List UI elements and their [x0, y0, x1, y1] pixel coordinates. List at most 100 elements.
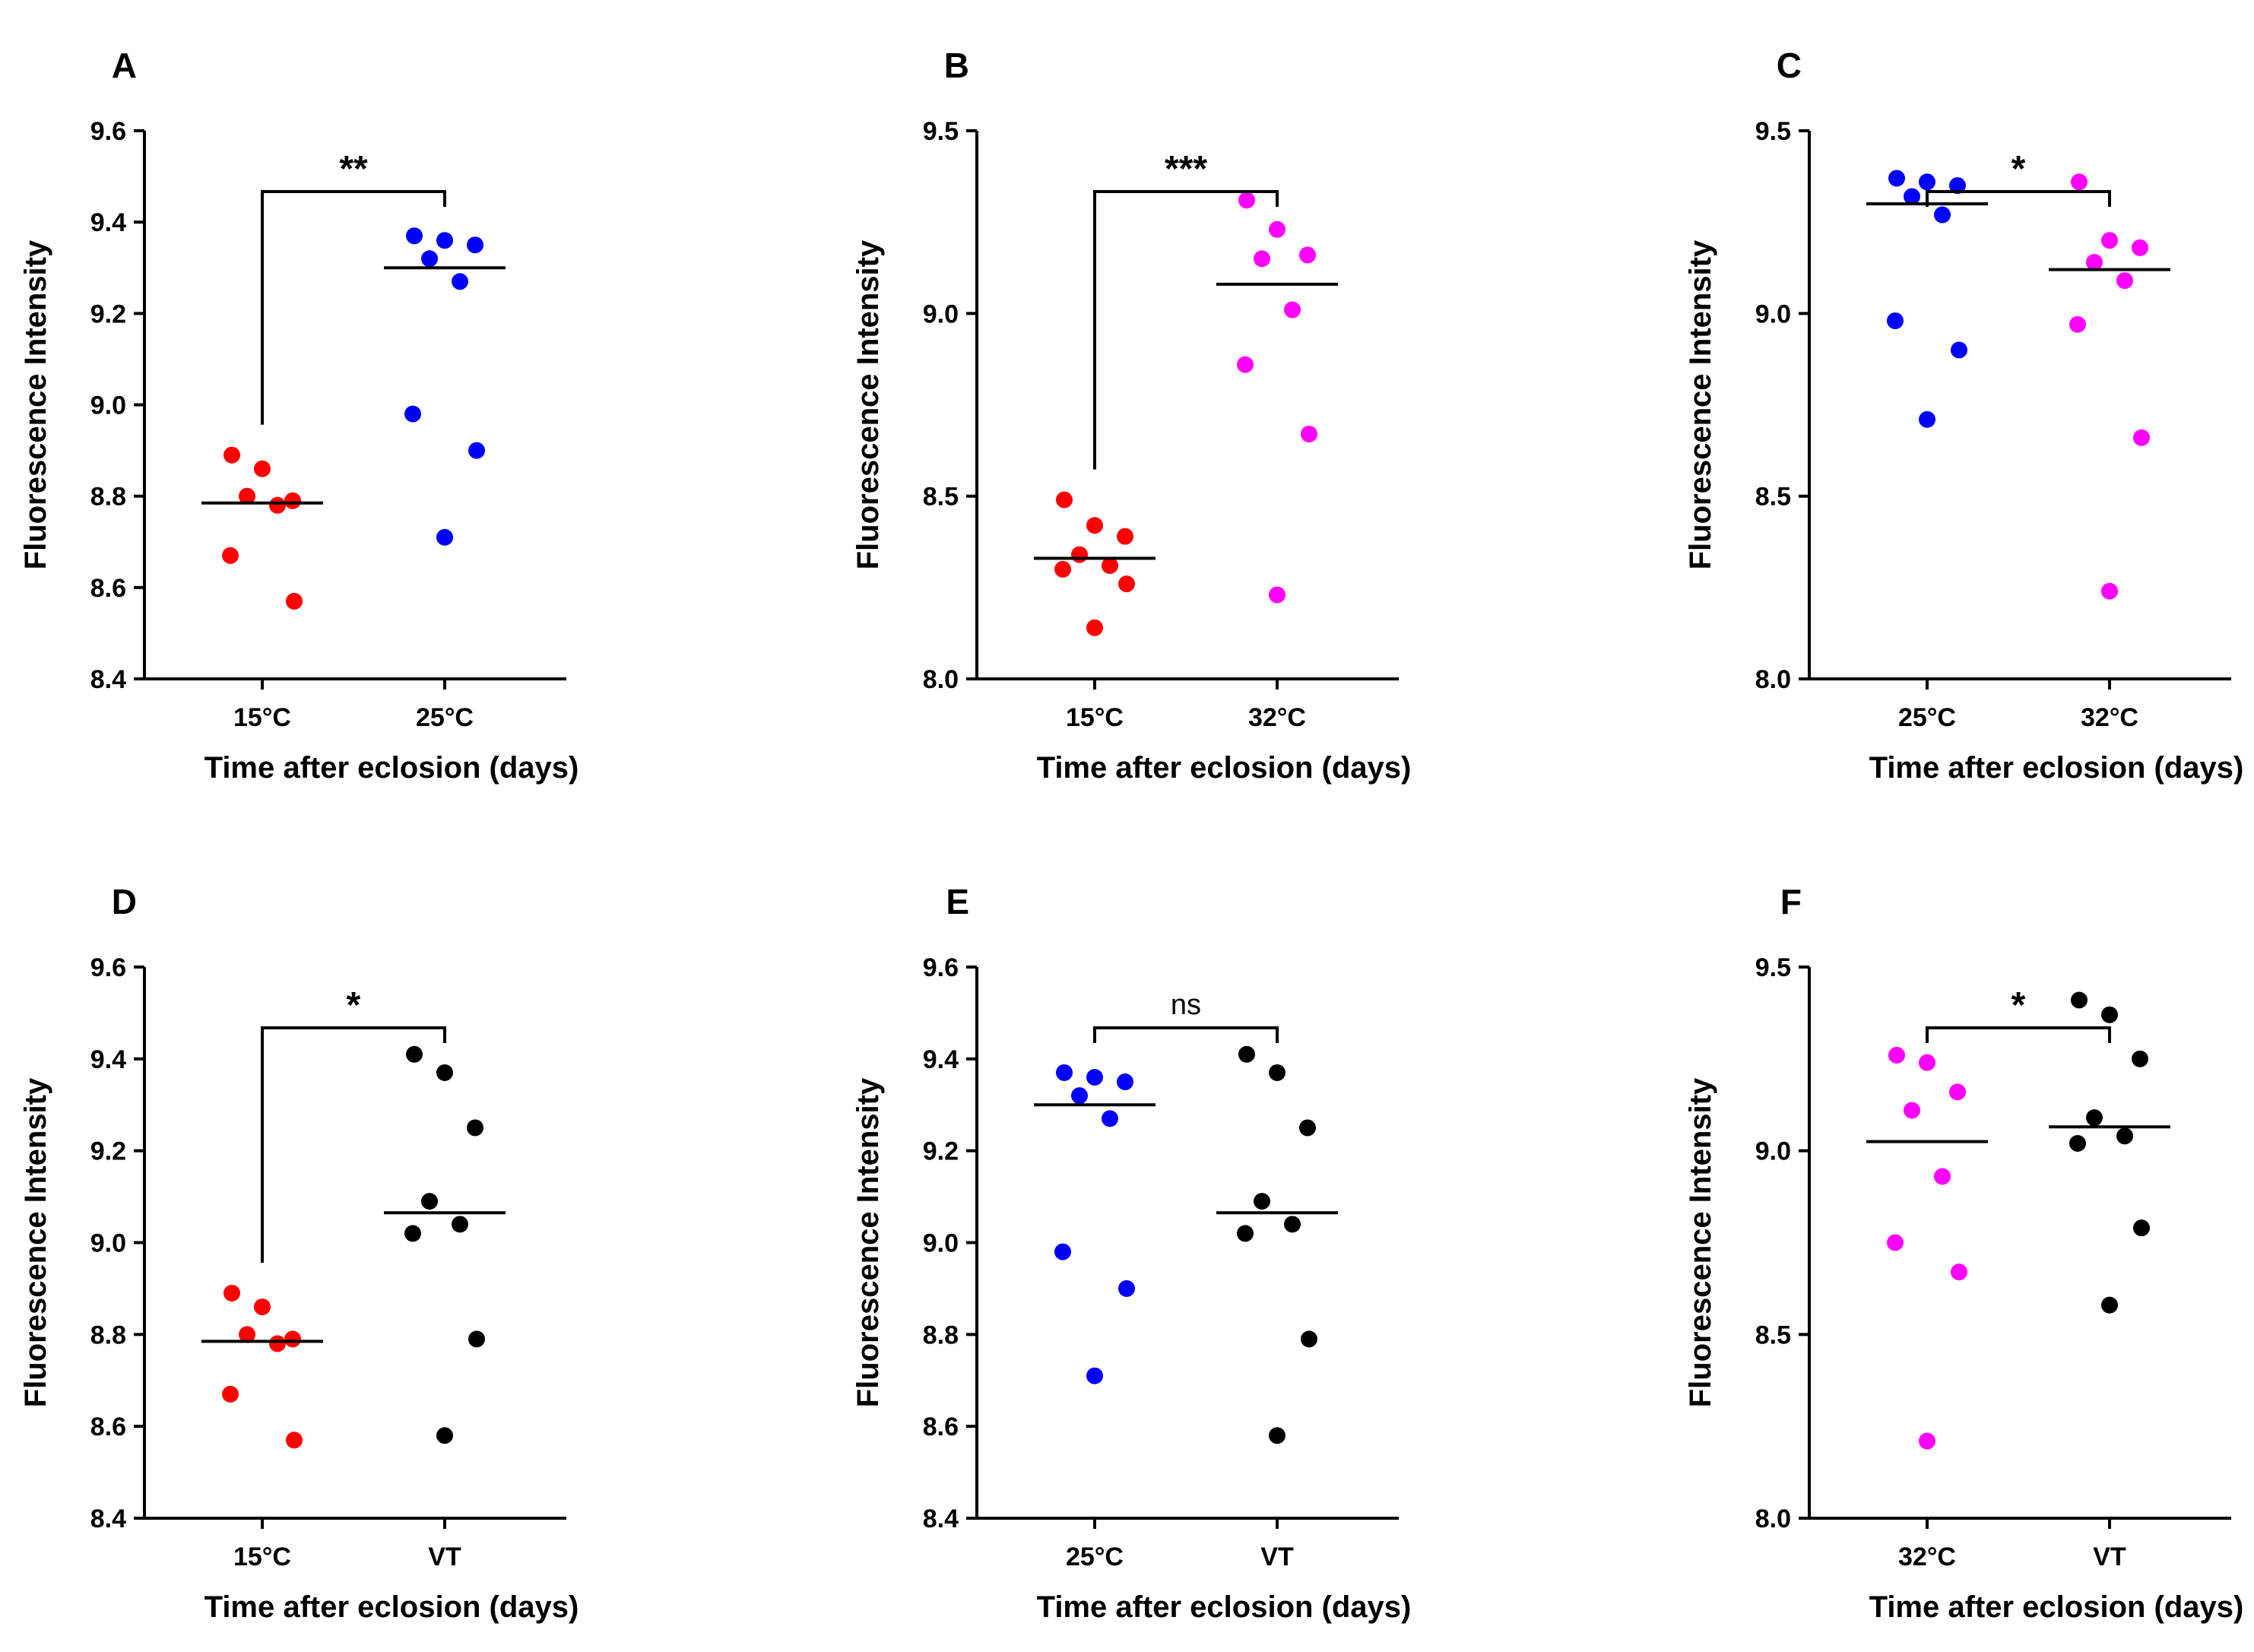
data-point: [2086, 254, 2103, 271]
significance-bracket: [1926, 1026, 2111, 1043]
data-point: [2071, 991, 2088, 1009]
y-tick-label: 8.5: [1755, 483, 1791, 512]
data-point: [406, 1045, 423, 1063]
data-point: [1269, 220, 1286, 238]
significance-bracket: [1093, 190, 1279, 470]
data-point: [452, 273, 468, 290]
data-point: [1086, 619, 1103, 636]
y-tick-label: 9.4: [90, 208, 126, 237]
panel-d: D 8.4 8.6 8.8 9.0 9.2 9.4 9.6 Fluorescence Inten…: [19, 882, 579, 1624]
data-point: [1888, 170, 1905, 187]
data-point: [1086, 517, 1103, 534]
x-tick-label: VT: [428, 1543, 461, 1571]
y-tick-label: 9.0: [1755, 1137, 1791, 1166]
data-point: [1071, 546, 1088, 563]
y-tick-label: 9.6: [90, 117, 126, 146]
x-axis-title: Time after eclosion (days): [1869, 751, 2244, 785]
data-point: [286, 592, 303, 610]
y-tick-label: 8.4: [90, 1505, 126, 1533]
data-point: [421, 250, 438, 268]
panel-label: F: [1780, 882, 1802, 921]
y-axis-title: Fluorescence Intensity: [19, 1077, 52, 1407]
panel-a: A 8.4 8.6 8.8 9.0 9.2 9.4 9.6 Fluorescence Inten…: [19, 46, 579, 785]
data-point: [1904, 1102, 1920, 1119]
data-point: [452, 1216, 468, 1233]
data-point: [1301, 425, 1317, 442]
significance-label: **: [339, 149, 368, 189]
y-tick-label: 9.0: [923, 1229, 959, 1258]
data-point: [467, 1119, 483, 1137]
x-tick-label: 32°C: [1898, 1543, 1956, 1571]
data-point: [239, 1326, 255, 1343]
data-point: [2069, 1135, 2086, 1152]
panel-label: C: [1777, 46, 1802, 85]
significance-label: ***: [1165, 149, 1207, 189]
data-point: [2069, 315, 2086, 333]
data-point: [1254, 250, 1270, 268]
data-point: [1887, 312, 1904, 329]
data-point: [467, 236, 483, 254]
y-axis-title: Fluorescence Intensity: [851, 239, 885, 569]
y-tick-label: 8.6: [923, 1413, 959, 1441]
x-axis-title: Time after eclosion (days): [1869, 1590, 2244, 1624]
data-point: [1299, 246, 1316, 264]
data-point: [269, 496, 286, 514]
data-point: [406, 227, 423, 245]
data-point: [1269, 1427, 1286, 1444]
panel-label: E: [946, 882, 969, 921]
y-tick-label: 9.6: [923, 953, 959, 982]
data-point: [1269, 586, 1286, 604]
data-point: [1919, 173, 1935, 191]
data-point: [1054, 1243, 1071, 1260]
significance-label: *: [347, 985, 361, 1026]
data-point: [1254, 1193, 1270, 1210]
data-point: [284, 1330, 301, 1348]
data-point: [1102, 556, 1118, 574]
panel-f: F 8.0 8.5 9.0 9.5 Fluorescence Intensity Time …: [1684, 882, 2243, 1624]
significance-label: ns: [1171, 989, 1201, 1021]
y-tick-label: 9.0: [1755, 300, 1791, 328]
data-point: [404, 405, 421, 423]
data-point: [1118, 1279, 1135, 1297]
x-tick-label: 25°C: [416, 703, 474, 732]
y-tick-label: 9.2: [90, 1137, 126, 1166]
x-tick-label: 15°C: [1066, 703, 1124, 732]
data-point: [468, 1330, 485, 1348]
data-point: [2101, 582, 2118, 600]
data-point: [1056, 491, 1073, 509]
y-tick-label: 9.5: [923, 117, 959, 146]
y-tick-label: 9.5: [1755, 953, 1791, 982]
data-point: [1237, 1225, 1254, 1242]
data-point: [1269, 1064, 1286, 1081]
y-tick-label: 8.0: [1755, 665, 1791, 694]
data-point: [1949, 177, 1966, 195]
y-tick-label: 9.2: [923, 1137, 959, 1166]
data-point: [1904, 188, 1920, 205]
data-point: [1299, 1119, 1316, 1137]
y-tick-label: 8.5: [1755, 1321, 1791, 1349]
panel-label: B: [944, 46, 969, 85]
data-point: [404, 1225, 421, 1242]
y-axis-title: Fluorescence Intensity: [1684, 1077, 1717, 1407]
significance-label: *: [2011, 149, 2026, 189]
data-point: [222, 1385, 239, 1403]
data-point: [1117, 1073, 1133, 1091]
x-axis-title: Time after eclosion (days): [204, 1590, 579, 1624]
data-point: [1887, 1234, 1904, 1251]
data-point: [1301, 1330, 1317, 1348]
panel-e: E 8.4 8.6 8.8 9.0 9.2 9.4 9.6 Fluorescence Inten…: [851, 882, 1411, 1624]
data-point: [2133, 1219, 2150, 1237]
y-tick-label: 8.0: [923, 665, 959, 694]
y-tick-label: 8.8: [90, 1321, 126, 1349]
data-point: [269, 1335, 286, 1352]
data-point: [1054, 560, 1071, 578]
data-point: [1238, 1045, 1255, 1063]
data-point: [1934, 206, 1951, 224]
panel-b: B 8.0 8.5 9.0 9.5 Fluorescence Intensity Time …: [851, 46, 1411, 785]
data-point: [436, 1064, 453, 1081]
y-axis-title: Fluorescence Intensity: [1684, 239, 1717, 569]
x-tick-label: 15°C: [233, 1543, 291, 1571]
data-point: [1117, 528, 1133, 545]
y-tick-label: 9.0: [90, 392, 126, 420]
